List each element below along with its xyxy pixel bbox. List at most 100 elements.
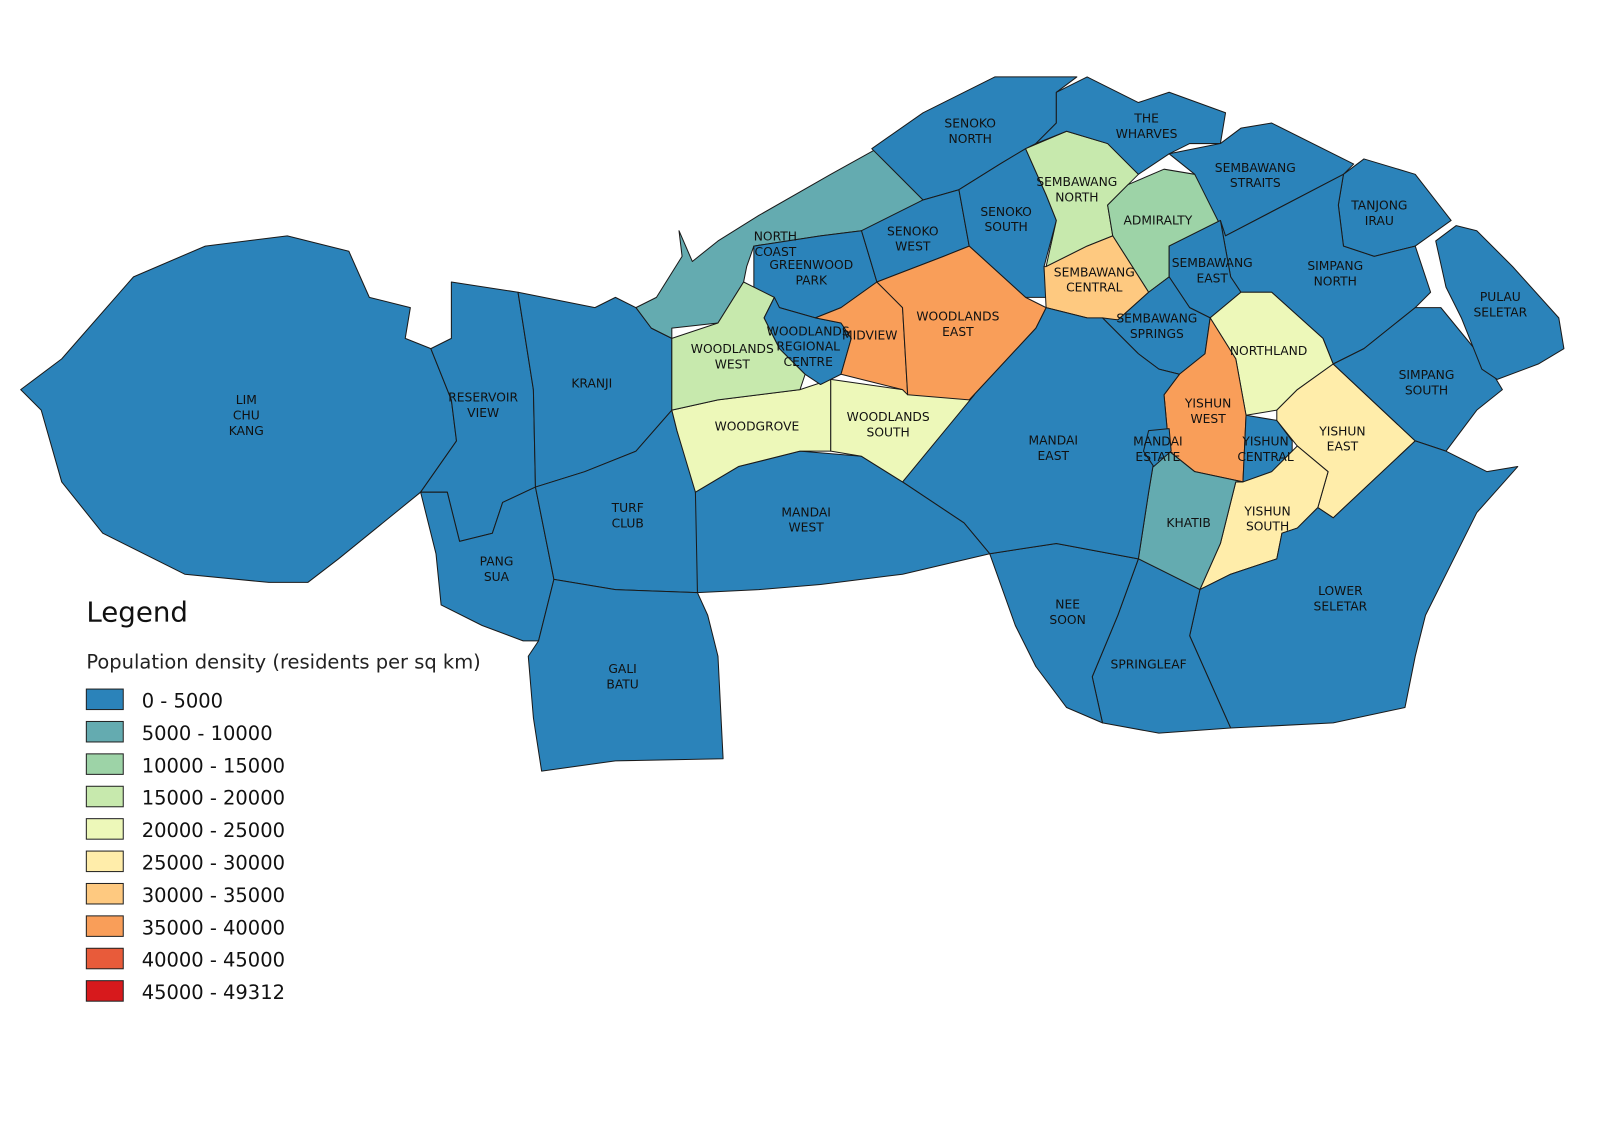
region-label: WOODLANDS [691, 342, 774, 356]
region-label: LOWER [1318, 584, 1363, 598]
region-label: SPRINGLEAF [1111, 658, 1187, 672]
region-label: EAST [1327, 440, 1359, 454]
region-label: VIEW [467, 406, 499, 420]
legend-subtitle: Population density (residents per sq km) [86, 651, 480, 674]
region-label: ADMIRALTY [1123, 214, 1192, 228]
legend-swatch [85, 882, 124, 905]
region-label: SIMPANG [1307, 259, 1363, 273]
region-label: YISHUN [1318, 424, 1365, 438]
region-label: SENOKO [887, 224, 939, 238]
legend-label: 15000 - 20000 [142, 787, 285, 810]
region [876, 245, 1047, 401]
legend-label: 20000 - 25000 [142, 819, 285, 842]
region-label: SENOKO [980, 205, 1032, 219]
region-label: WEST [895, 240, 931, 254]
region-label: CHU [233, 408, 260, 422]
region-label: MIDVIEW [842, 328, 897, 342]
region-label: SOUTH [984, 220, 1027, 234]
region-label: LIM [236, 393, 257, 407]
region-label: EAST [1038, 449, 1070, 463]
region-label: SEMBAWANG [1054, 265, 1135, 279]
legend-label: 35000 - 40000 [142, 916, 285, 939]
legend-swatch [85, 915, 124, 937]
region-label: PARK [795, 274, 828, 288]
legend-swatch [85, 720, 124, 743]
legend-swatch [85, 947, 124, 970]
region-label: STRAITS [1230, 176, 1281, 190]
region-label: TANJONG [1350, 199, 1407, 213]
legend-label: 0 - 5000 [142, 690, 223, 713]
region-label: KANG [229, 424, 264, 438]
region-label: WOODLANDS [847, 410, 930, 424]
legend-swatch [85, 785, 124, 808]
legend-swatch [85, 850, 124, 873]
legend-label: 5000 - 10000 [142, 722, 273, 745]
region-label: CENTRAL [1066, 281, 1123, 295]
region-label: SPRINGS [1130, 327, 1184, 341]
region-label: SOUTH [1405, 383, 1448, 397]
legend-label: 45000 - 49312 [142, 981, 285, 1004]
legend-swatch [85, 818, 124, 840]
region-label: WOODLANDS [767, 324, 850, 338]
region-label: TURF [611, 501, 644, 515]
legend-label: 25000 - 30000 [142, 852, 285, 875]
region-label: WOODLANDS [916, 309, 999, 323]
region-label: CLUB [612, 517, 644, 531]
region-label: WEST [715, 358, 751, 372]
region-label: KRANJI [571, 377, 612, 391]
region-label: NEE [1055, 598, 1080, 612]
region-label: MANDAI [1029, 434, 1079, 448]
region-label: SEMBAWANG [1116, 311, 1197, 325]
region-label: SELETAR [1314, 600, 1368, 614]
region-label: MANDAI [781, 505, 831, 519]
region-label: COAST [755, 245, 797, 259]
region-label: WHARVES [1116, 127, 1178, 141]
region-label: KHATIB [1166, 516, 1210, 530]
region-label: SEMBAWANG [1172, 256, 1253, 270]
legend-label: 40000 - 45000 [142, 949, 285, 972]
legend: Legend Population density (residents per… [85, 595, 481, 1004]
legend-swatch [85, 980, 124, 1002]
region-label: WEST [789, 521, 825, 535]
region-label: NORTHLAND [1230, 344, 1308, 358]
region-label: BATU [606, 678, 638, 692]
region-label: CENTRAL [1237, 450, 1294, 464]
region-label: SOUTH [1246, 520, 1289, 534]
region-label: SELETAR [1473, 305, 1527, 319]
region-label: PANG [480, 555, 514, 569]
region [1189, 440, 1519, 729]
region-label: NORTH [949, 132, 992, 146]
region-label: YISHUN [1184, 397, 1231, 411]
region-label: NORTH [1055, 190, 1098, 204]
region-label: WOODGROVE [715, 420, 800, 434]
region-label: MANDAI [1133, 435, 1183, 449]
region-label: NORTH [754, 229, 797, 243]
region-label: EAST [1196, 271, 1228, 285]
region [1035, 76, 1227, 175]
region-label: GALI [608, 662, 636, 676]
region-label: YISHUN [1243, 504, 1290, 518]
region-label: SEMBAWANG [1036, 175, 1117, 189]
region-label: SOUTH [867, 425, 910, 439]
region-label: REGIONAL [776, 340, 840, 354]
legend-label: 10000 - 15000 [142, 754, 285, 777]
region-label: SUA [484, 570, 510, 584]
region-label: SIMPANG [1399, 368, 1455, 382]
legend-swatch [85, 753, 124, 775]
region-label: SENOKO [944, 117, 996, 131]
region-label: WEST [1190, 412, 1226, 426]
legend-swatch [85, 688, 124, 711]
region-label: GREENWOOD [769, 258, 853, 272]
region-label: EAST [942, 325, 974, 339]
region-label: ESTATE [1135, 450, 1180, 464]
region-label: NORTH [1314, 275, 1357, 289]
region [1168, 122, 1355, 237]
region-label: RESERVOIR [448, 390, 518, 404]
regions [20, 76, 1565, 772]
region-label: CENTRE [784, 355, 833, 369]
region-label: PULAU [1480, 290, 1521, 304]
region-label: YISHUN [1241, 435, 1288, 449]
